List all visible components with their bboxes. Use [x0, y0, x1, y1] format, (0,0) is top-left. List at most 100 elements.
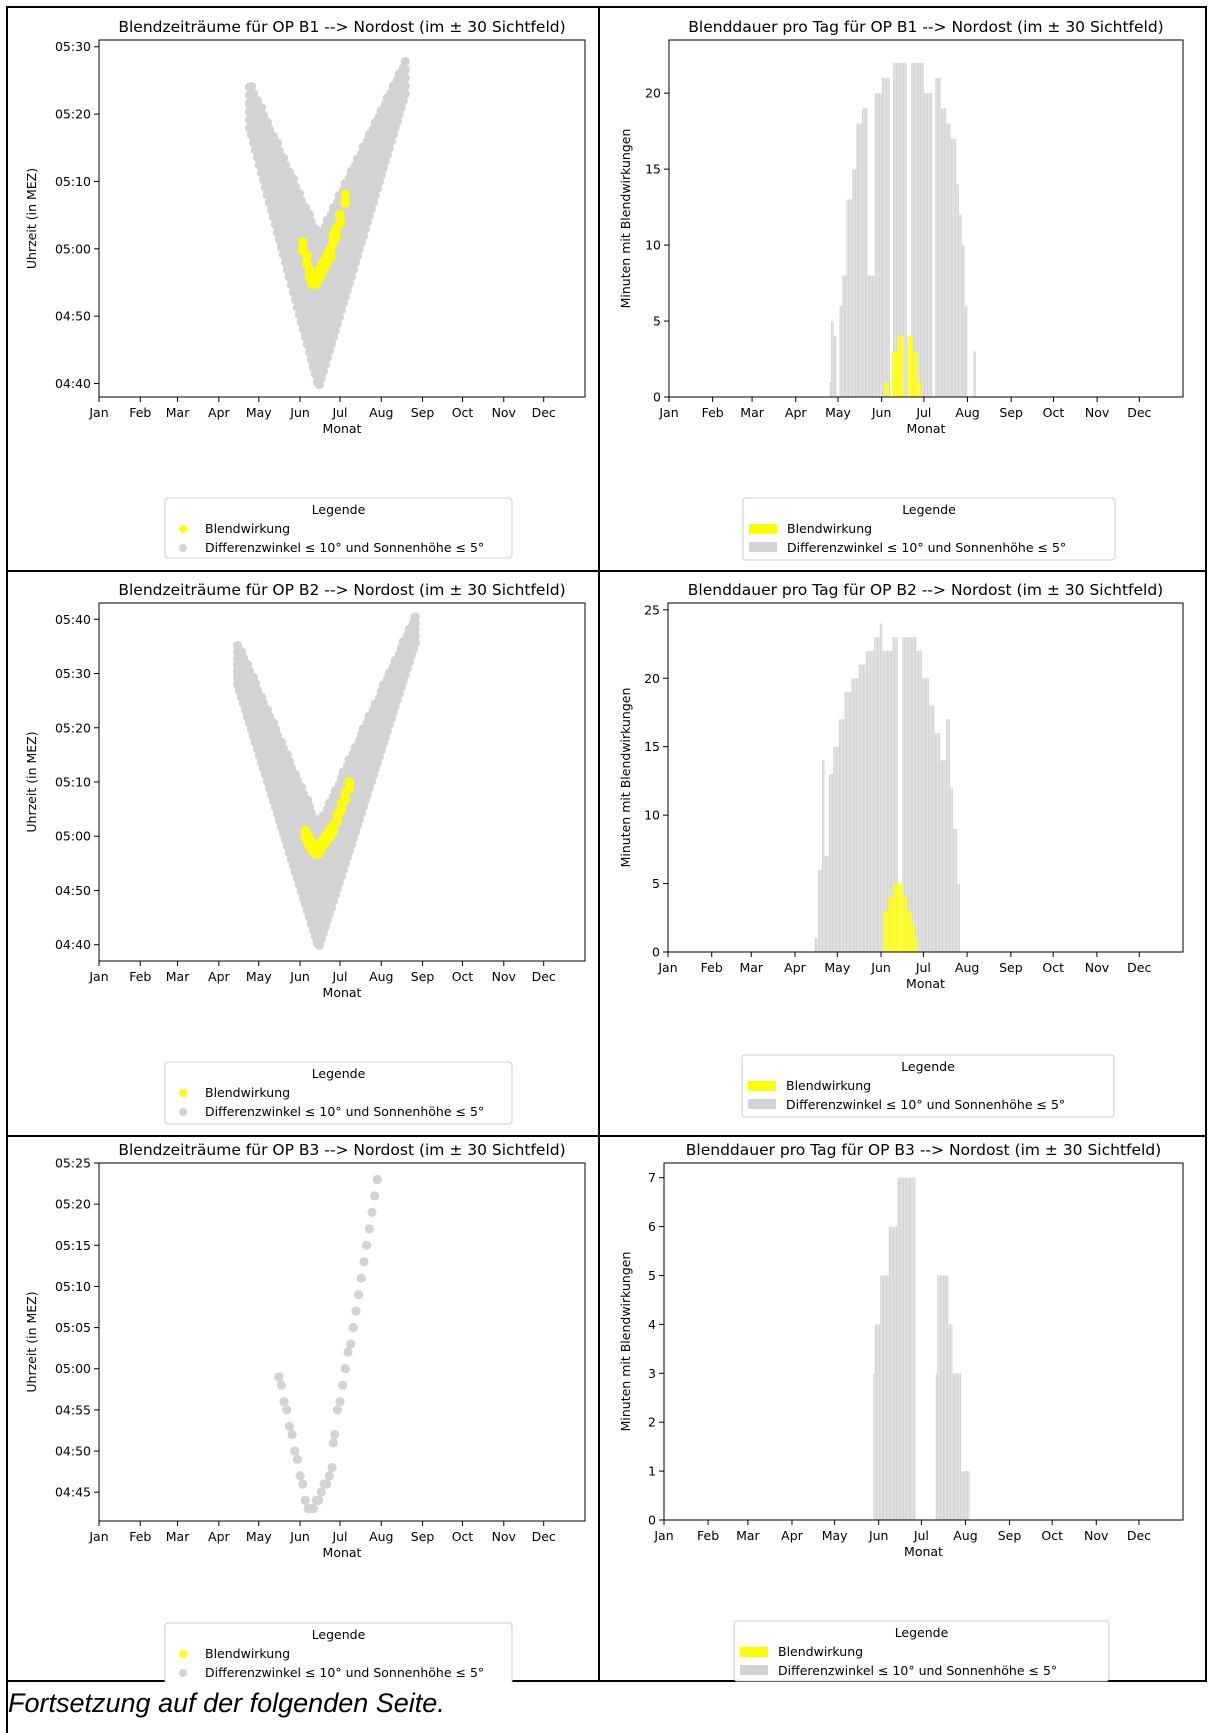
x-tick-label: Sep: [999, 960, 1023, 975]
condition-bar: [927, 678, 929, 952]
condition-bar: [954, 828, 956, 952]
condition-bar: [936, 733, 938, 952]
condition-bar: [956, 184, 958, 397]
condition-bar: [904, 62, 906, 397]
condition-bar: [884, 650, 886, 952]
condition-bar: [908, 637, 910, 952]
legend-box: [164, 1061, 513, 1125]
condition-bar: [905, 637, 907, 952]
legend-glare-label: Blendwirkung: [205, 521, 290, 536]
condition-point: [298, 1479, 308, 1489]
condition-point: [282, 1405, 292, 1415]
y-axis-label: Uhrzeit (in MEZ): [24, 731, 39, 832]
x-tick-label: Sep: [411, 969, 435, 984]
condition-point: [372, 1174, 382, 1185]
x-tick-label: Mar: [736, 1528, 760, 1543]
glare-bar: [898, 883, 900, 952]
condition-bar: [839, 305, 841, 397]
condition-bar: [957, 883, 959, 952]
condition-bar: [881, 623, 883, 952]
condition-bar: [938, 1275, 940, 1520]
condition-bar: [940, 1275, 942, 1520]
condition-bar: [930, 705, 932, 952]
condition-bar: [902, 637, 904, 952]
legend-glare-label: Blendwirkung: [205, 1085, 290, 1100]
condition-bar: [905, 1177, 907, 1520]
y-tick-label: 05:20: [55, 107, 91, 122]
glare-point: [325, 251, 336, 262]
condition-point: [359, 1257, 369, 1267]
axes-frame: [98, 39, 586, 398]
condition-point: [356, 1273, 366, 1283]
glare-bar: [887, 381, 889, 397]
condition-bar: [928, 93, 930, 397]
condition-bar: [852, 678, 855, 952]
condition-bar: [967, 1471, 969, 1520]
y-tick-label: 20: [644, 671, 660, 686]
condition-bar: [931, 93, 933, 397]
condition-bar: [926, 678, 928, 952]
y-tick-label: 04:50: [55, 883, 91, 898]
glare-bar: [896, 883, 898, 952]
table-border-line: [1205, 6, 1207, 1682]
chart-cell-3: Blendzeiträume für OP B2 --> Nordost (im…: [8, 572, 602, 1137]
plot-area: [873, 1177, 970, 1520]
x-tick-label: Jun: [868, 1528, 889, 1543]
condition-bar: [940, 760, 942, 952]
table-border-line: [598, 6, 600, 1682]
y-tick-label: 05:00: [55, 829, 91, 844]
condition-bar: [888, 1226, 890, 1520]
x-tick-label: Feb: [701, 960, 723, 975]
condition-bar: [833, 336, 836, 397]
condition-bar: [857, 678, 859, 952]
x-tick-label: Jul: [913, 1528, 929, 1543]
glare-bar: [907, 336, 909, 397]
condition-point: [288, 174, 298, 184]
condition-bar: [965, 1471, 967, 1520]
condition-bar: [937, 733, 939, 952]
condition-bar: [949, 123, 951, 397]
condition-point: [367, 1207, 377, 1217]
condition-bar: [918, 62, 920, 397]
condition-bar: [883, 1275, 885, 1520]
x-tick-label: Jul: [331, 1529, 347, 1544]
condition-bar: [893, 637, 896, 952]
x-tick-label: Jan: [88, 969, 108, 984]
condition-bar: [898, 62, 900, 397]
condition-bar: [915, 637, 917, 952]
condition-bar: [847, 691, 849, 952]
glare-bar: [889, 897, 891, 952]
legend-box: [742, 497, 1116, 561]
table-border-line: [6, 1680, 1207, 1682]
x-tick-label: May: [246, 969, 272, 984]
y-tick-label: 05:25: [55, 1156, 91, 1171]
condition-bar: [850, 691, 852, 952]
x-tick-label: Aug: [369, 1529, 393, 1544]
x-tick-label: Feb: [129, 969, 151, 984]
condition-bar: [838, 719, 840, 952]
glare-bar: [908, 910, 910, 952]
condition-bar: [910, 1177, 912, 1520]
condition-point: [300, 1495, 310, 1506]
glare-bar: [912, 924, 914, 952]
condition-bar: [854, 678, 856, 952]
glare-point: [331, 231, 342, 242]
condition-point: [256, 103, 267, 113]
condition-bar: [849, 199, 851, 397]
chart-2-svg: Blenddauer pro Tag für OP B1 --> Nordost…: [618, 18, 1184, 561]
condition-bar: [962, 1471, 964, 1520]
condition-bar: [888, 77, 890, 397]
chart-cell-1: Blendzeiträume für OP B1 --> Nordost (im…: [8, 8, 602, 572]
condition-point: [327, 1462, 337, 1473]
glare-bar: [886, 381, 888, 397]
condition-bar: [909, 637, 911, 952]
legend-glare-marker: [749, 524, 777, 534]
condition-bar: [958, 1373, 960, 1520]
condition-bar: [916, 650, 918, 952]
condition-bar: [837, 746, 839, 952]
condition-bar: [853, 169, 855, 397]
condition-bar: [962, 245, 964, 397]
legend-box: [164, 497, 513, 559]
condition-bar: [847, 199, 850, 397]
condition-bar: [887, 77, 889, 397]
